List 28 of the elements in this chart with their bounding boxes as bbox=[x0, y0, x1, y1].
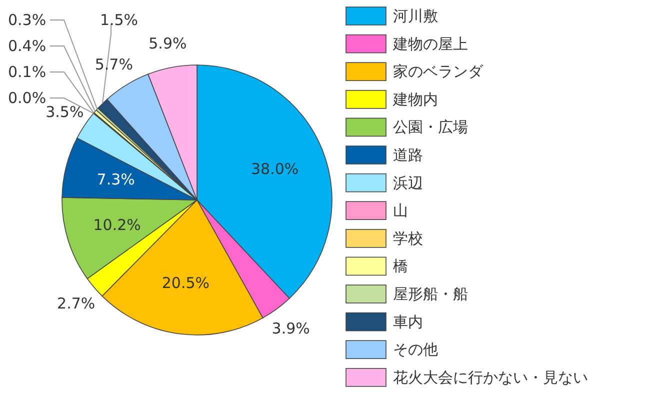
legend-label: 山 bbox=[393, 202, 408, 220]
legend-label: 車内 bbox=[393, 312, 423, 331]
data-label: 3.5% bbox=[46, 102, 84, 121]
data-label: 2.7% bbox=[57, 294, 96, 312]
legend-label: 屋形船・船 bbox=[393, 285, 468, 303]
legend-label: 家のベランダ bbox=[393, 62, 484, 81]
data-label: 20.5% bbox=[162, 274, 210, 292]
legend-label: 花火大会に行かない・見ない bbox=[393, 368, 588, 386]
legend-label: 学校 bbox=[393, 229, 423, 248]
legend-label: 道路 bbox=[393, 146, 423, 164]
legend-label: その他 bbox=[393, 340, 438, 359]
text: 0.0% bbox=[8, 89, 46, 107]
legend-label: 建物の屋上 bbox=[392, 34, 468, 53]
legend-label: 河川敷 bbox=[393, 7, 438, 25]
data-label: 5.7% bbox=[94, 55, 133, 74]
legend-label: 橋 bbox=[393, 257, 408, 276]
data-label: 0.1% bbox=[8, 63, 46, 81]
legend-label: 浜辺 bbox=[393, 174, 423, 192]
data-label: 3.9% bbox=[272, 319, 310, 338]
legend-label: 建物内 bbox=[392, 90, 438, 108]
data-label: 0.4% bbox=[8, 37, 46, 55]
data-label: 0.3% bbox=[8, 11, 46, 29]
data-label: 10.2% bbox=[93, 216, 141, 234]
data-label: 38.0% bbox=[250, 160, 299, 178]
data-label: 5.9% bbox=[148, 34, 187, 53]
legend-label: 公園・広場 bbox=[393, 118, 468, 136]
data-label: 1.5% bbox=[100, 11, 138, 29]
data-label: 7.3% bbox=[96, 170, 135, 188]
